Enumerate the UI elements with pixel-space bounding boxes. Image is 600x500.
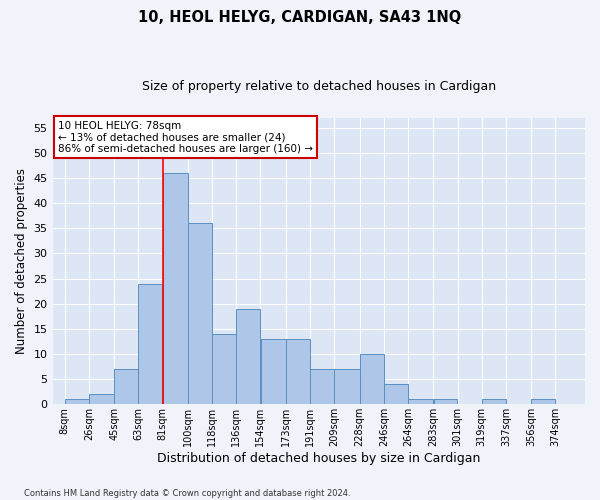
Bar (163, 173, 188, 404)
Text: Contains HM Land Registry data © Crown copyright and database right 2024.: Contains HM Land Registry data © Crown c… (24, 488, 350, 498)
Bar (260, 339, 286, 404)
Bar (89, 394, 114, 404)
Bar (384, 384, 408, 404)
Bar (115, 369, 138, 404)
Y-axis label: Number of detached properties: Number of detached properties (15, 168, 28, 354)
Bar (532, 400, 556, 404)
Text: 10, HEOL HELYG, CARDIGAN, SA43 1NQ: 10, HEOL HELYG, CARDIGAN, SA43 1NQ (139, 10, 461, 25)
Bar (310, 369, 334, 404)
Bar (434, 400, 457, 404)
Text: 10 HEOL HELYG: 78sqm
← 13% of detached houses are smaller (24)
86% of semi-detac: 10 HEOL HELYG: 78sqm ← 13% of detached h… (58, 120, 313, 154)
Bar (236, 309, 260, 404)
Bar (408, 400, 433, 404)
Bar (334, 369, 359, 404)
Bar (188, 224, 212, 404)
Bar (212, 334, 236, 404)
Bar (65, 400, 89, 404)
Title: Size of property relative to detached houses in Cardigan: Size of property relative to detached ho… (142, 80, 496, 93)
Bar (139, 284, 163, 405)
Bar (360, 354, 383, 405)
Bar (482, 400, 506, 404)
X-axis label: Distribution of detached houses by size in Cardigan: Distribution of detached houses by size … (157, 452, 481, 465)
Bar (286, 339, 310, 404)
